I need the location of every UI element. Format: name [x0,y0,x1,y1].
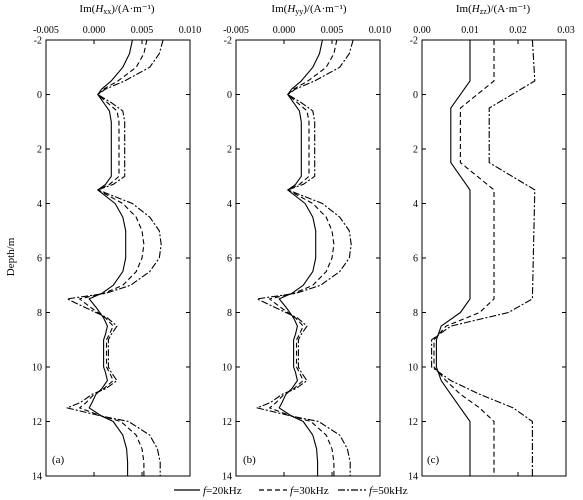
panel-a-x-title: Im(Hxx)/(A·m⁻¹) [79,3,154,16]
panel-c-y-tick-label: 10 [408,363,418,374]
panel-a: Im(Hxx)/(A·m⁻¹) (a) -0.005 0.000 0.005 0.01… [32,3,201,483]
panel-a-x-tick-label: 0.000 [83,25,106,36]
panel-b-x-tick-label: 0.010 [369,25,392,36]
legend-label-30khz: f=30kHz [290,485,329,497]
panel-b-y-tick-label: 4 [227,199,232,210]
panel-b-y-tick-label: 6 [227,254,232,265]
panel-c-series-20khz [435,40,471,476]
panel-a-x-tick-label: -0.005 [33,25,59,36]
panel-c-y-tick-label: 6 [413,254,418,265]
panel-c-x-tick-label: 0.02 [509,25,527,36]
panel-a-y-tick-label: 8 [37,308,42,319]
panel-b-x-tick-label: -0.005 [223,25,249,36]
panel-c-y-tick-label: 12 [408,417,418,428]
panel-b-x-tick-label: 0.005 [321,25,344,36]
panel-b-y-tick-label: 10 [222,363,232,374]
panel-c: Im(Hzz)/(A·m⁻¹) (c) 0.00 0.01 0.02 0.03 -2 0 2… [408,3,575,483]
panel-a-y-tick-label: 2 [37,145,42,156]
panel-a-y-tick-label: 12 [32,417,42,428]
panel-b-frame [235,39,381,477]
panel-a-y-tick-label: -2 [34,36,42,47]
panel-c-y-tick-label: 8 [413,308,418,319]
panel-c-x-title: Im(Hzz)/(A·m⁻¹) [456,3,531,16]
panel-b-y-tick-label: 12 [222,417,232,428]
y-axis-title: Depth/m [5,237,17,276]
panel-c-x-tick-label: 0.00 [413,25,431,36]
panel-b-y-tick-label: 8 [227,308,232,319]
panel-c-x-tick-label: 0.01 [461,25,479,36]
panel-a-y-tick-label: 14 [32,472,42,483]
panel-b-y-tick-label: -2 [224,36,232,47]
panel-b-series-30khz [269,39,338,476]
legend: f=20kHz f=30kHz f=50kHz [174,485,408,497]
panel-b: Im(Hyy)/(A·m⁻¹) (b) -0.005 0.000 0.005 0.01… [222,3,391,483]
panel-a-y-tick-label: 10 [32,363,42,374]
panel-a-series-20khz [88,39,133,476]
legend-label-50khz: f=50kHz [369,485,408,497]
legend-label-20khz: f=20kHz [203,485,242,497]
panel-c-y-tick-label: 2 [413,145,418,156]
panel-b-y-tick-label: 0 [227,90,232,101]
panel-b-x-tick-label: 0.000 [273,25,296,36]
panel-c-y-tick-label: -2 [410,36,418,47]
panel-a-frame [45,39,191,477]
panel-b-y-tick-label: 2 [227,145,232,156]
panel-c-x-tick-label: 0.03 [557,25,575,36]
panel-c-y-tick-label: 0 [413,90,418,101]
panel-b-series-20khz [278,39,323,476]
panel-a-y-tick-label: 6 [37,254,42,265]
panel-a-series-50khz [66,39,164,476]
panel-b-y-tick-label: 14 [222,472,232,483]
panel-a-series-30khz [79,39,148,476]
panel-c-y-tick-label: 14 [408,472,418,483]
panel-b-label: (b) [243,454,256,466]
panel-a-y-tick-label: 4 [37,199,42,210]
panel-c-series-30khz [433,40,495,476]
panel-b-series-50khz [256,39,354,476]
panel-a-x-tick-label: 0.010 [179,25,202,36]
panel-a-label: (a) [52,454,65,466]
panel-c-label: (c) [427,454,440,466]
panel-a-x-tick-label: 0.005 [131,25,154,36]
panel-a-y-tick-label: 0 [37,90,42,101]
panel-c-y-tick-label: 4 [413,199,418,210]
panel-b-x-title: Im(Hyy)/(A·m⁻¹) [271,3,346,16]
